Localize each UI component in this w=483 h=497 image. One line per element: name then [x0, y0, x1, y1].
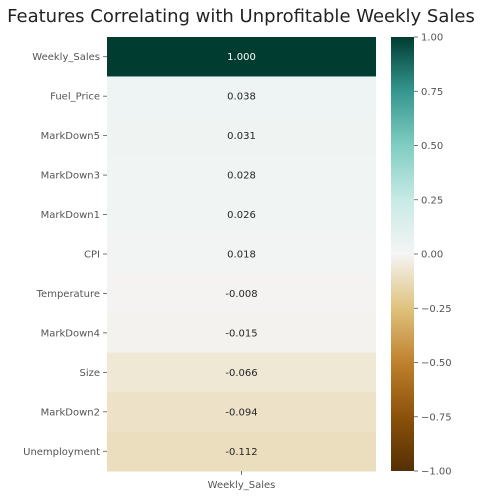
heatmap-cell — [107, 155, 376, 196]
cell-value-label: -0.066 — [225, 368, 257, 379]
colorbar-tick-label: 0.00 — [421, 250, 443, 261]
x-axis-tick-labels: Weekly_Sales — [208, 471, 276, 491]
cell-value-label: 1.000 — [227, 52, 256, 63]
cell-value-label: 0.028 — [227, 171, 256, 182]
y-tick-label: CPI — [84, 250, 100, 261]
cell-value-label: -0.015 — [225, 328, 257, 339]
heatmap-cell — [107, 352, 376, 393]
heatmap-cell — [107, 431, 376, 472]
cell-value-label: -0.008 — [225, 289, 257, 300]
y-tick-label: MarkDown2 — [41, 407, 100, 418]
heatmap-cell — [107, 76, 376, 117]
colorbar-tick-label: 0.50 — [421, 141, 443, 152]
cell-value-label: -0.112 — [225, 447, 257, 458]
heatmap-cell — [107, 194, 376, 235]
y-tick-label: Weekly_Sales — [32, 52, 100, 63]
colorbar-tick-label: −1.00 — [421, 467, 452, 478]
heatmap-cell — [107, 273, 376, 314]
colorbar-tick-label: −0.75 — [421, 412, 452, 423]
heatmap-cell — [107, 392, 376, 433]
y-tick-label: MarkDown3 — [41, 171, 100, 182]
cell-value-label: 0.038 — [227, 92, 256, 103]
heatmap-cell — [107, 115, 376, 156]
heatmap-cell — [107, 37, 376, 77]
colorbar-tick-label: −0.25 — [421, 304, 452, 315]
heatmap-cells: 1.000 0.038 0.031 0.028 0.026 0.018 -0.008 -0.0… — [107, 37, 376, 472]
y-axis-tick-labels: Weekly_Sales Fuel_Price MarkDown5 MarkDown3… — [23, 52, 107, 458]
colorbar-tick-label: 0.75 — [421, 87, 443, 98]
colorbar-ticks: 1.00 0.75 0.50 0.25 0.00 −0.25 −0.50 −0.75 −1.00 — [414, 33, 452, 478]
y-tick-label: MarkDown4 — [41, 328, 100, 339]
y-tick-label: Size — [79, 368, 100, 379]
colorbar — [391, 37, 414, 471]
chart-title: Features Correlating with Unprofitable W… — [7, 6, 475, 27]
y-tick-label: MarkDown5 — [41, 131, 100, 142]
heatmap-cell — [107, 234, 376, 275]
y-tick-label: Temperature — [36, 289, 100, 300]
y-tick-label: Unemployment — [23, 447, 100, 458]
colorbar-tick-label: −0.50 — [421, 358, 452, 369]
cell-value-label: 0.031 — [227, 131, 256, 142]
y-tick-label: MarkDown1 — [41, 210, 100, 221]
y-tick-label: Fuel_Price — [50, 92, 100, 103]
cell-value-label: 0.018 — [227, 250, 256, 261]
colorbar-tick-label: 1.00 — [421, 33, 443, 44]
x-tick-label: Weekly_Sales — [208, 480, 276, 491]
heatmap-cell — [107, 313, 376, 354]
cell-value-label: 0.026 — [227, 210, 256, 221]
colorbar-tick-label: 0.25 — [421, 195, 443, 206]
cell-value-label: -0.094 — [225, 407, 257, 418]
